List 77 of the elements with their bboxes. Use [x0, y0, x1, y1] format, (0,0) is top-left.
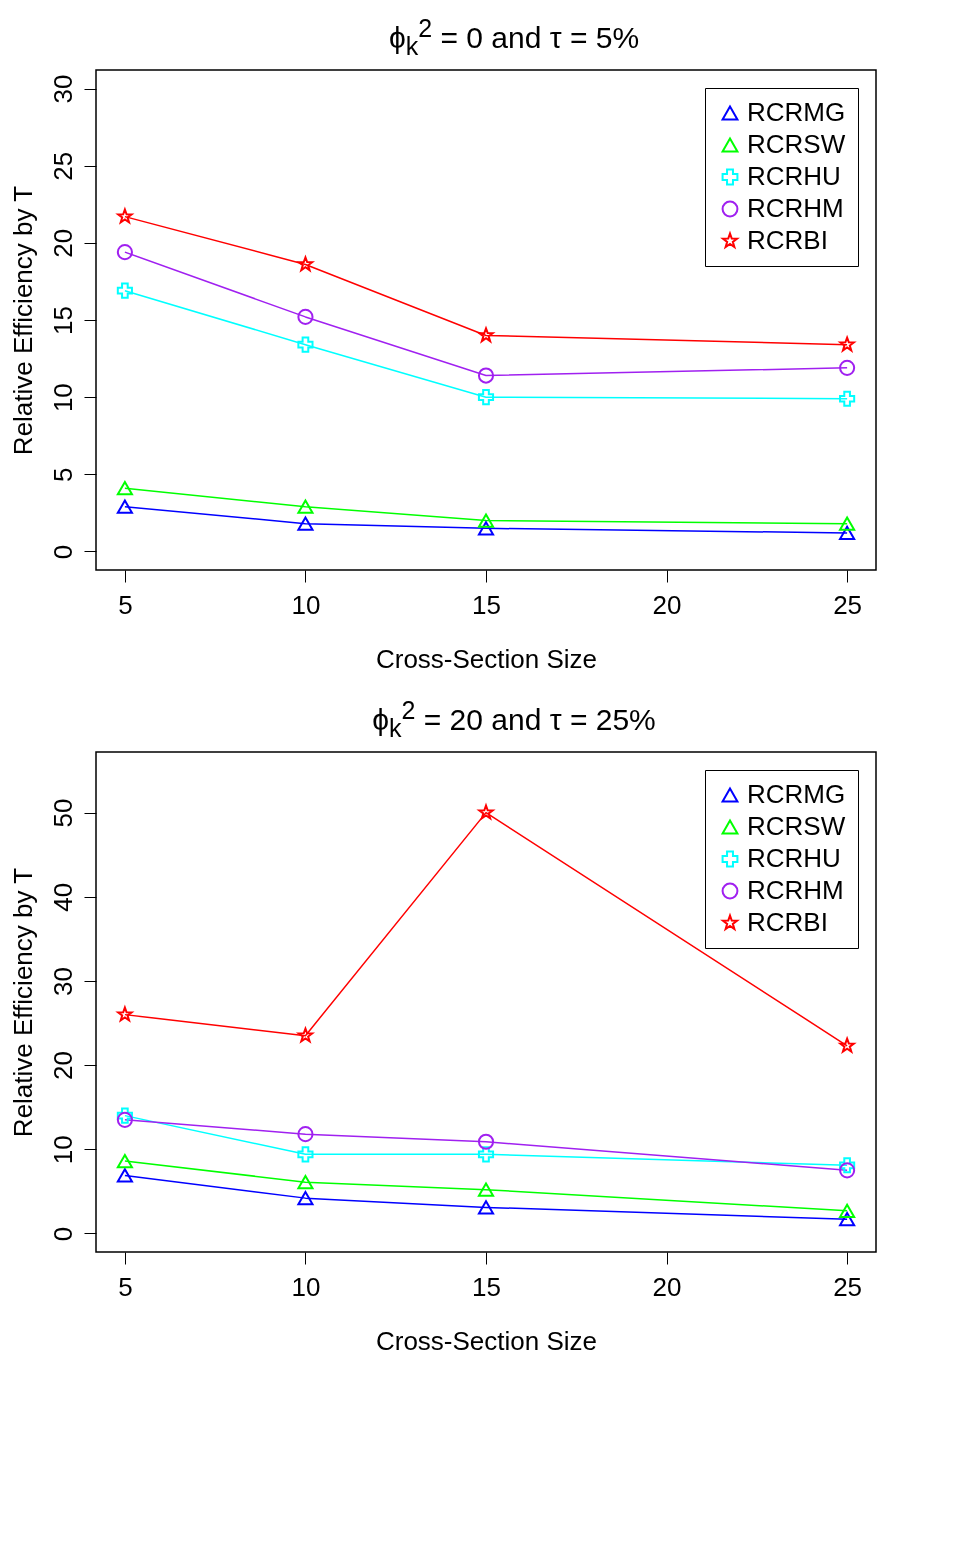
point: [839, 336, 855, 352]
x-tick-label: 10: [291, 1271, 321, 1302]
point: [297, 1126, 314, 1143]
point: [116, 1168, 133, 1183]
legend-label: RCRBI: [747, 907, 828, 937]
x-tick-label: 25: [833, 1271, 863, 1302]
point: [839, 1157, 856, 1174]
legend-label: RCRSW: [747, 811, 846, 841]
x-tick-label: 15: [472, 1271, 501, 1302]
y-tick-label: 25: [47, 151, 78, 181]
y-tick-label: 50: [47, 798, 78, 828]
y-tick-label: 0: [47, 1226, 78, 1242]
legend-label: RCRHU: [747, 843, 841, 873]
y-tick-label: 15: [47, 306, 78, 335]
point: [839, 359, 856, 376]
point: [116, 282, 133, 299]
y-tick-label: 20: [47, 1051, 78, 1081]
chart-title: ϕ$_{k}$$^{2}$ = 0 and τ = 5%: [387, 13, 641, 62]
legend-label: RCRMG: [747, 779, 846, 809]
point: [116, 1107, 133, 1124]
point: [115, 1004, 135, 1023]
point: [477, 513, 495, 528]
point: [477, 1200, 495, 1215]
point: [116, 1153, 133, 1169]
x-tick-label: 5: [118, 1271, 133, 1302]
point: [297, 1146, 314, 1163]
point: [477, 389, 495, 406]
point: [116, 481, 133, 496]
legend-label: RCRBI: [747, 225, 828, 255]
point: [839, 390, 856, 407]
y-tick-label: 5: [47, 467, 78, 483]
point: [477, 1146, 495, 1163]
point: [297, 1027, 314, 1043]
x-tick-label: 20: [652, 589, 682, 620]
point: [839, 525, 856, 541]
point: [297, 336, 314, 353]
x-axis-title: Cross-Section Size: [375, 643, 598, 674]
x-tick-label: 20: [652, 1271, 682, 1302]
chart-title: ϕ$_{k}$$^{2}$ = 20 and τ = 25%: [371, 695, 657, 744]
point: [116, 499, 133, 514]
point: [477, 1182, 495, 1197]
point: [297, 308, 314, 325]
point: [839, 1203, 856, 1218]
point: [839, 1212, 856, 1227]
point: [478, 327, 494, 343]
point: [297, 256, 314, 272]
point: [477, 367, 495, 384]
point: [297, 516, 314, 531]
y-tick-label: 40: [47, 882, 78, 912]
legend-label: RCRHM: [747, 875, 844, 905]
point: [839, 516, 856, 531]
point: [476, 802, 496, 821]
legend-label: RCRHM: [747, 193, 844, 223]
point: [116, 244, 133, 261]
x-axis-title: Cross-Section Size: [375, 1325, 598, 1356]
point: [839, 1162, 856, 1179]
point: [297, 1191, 314, 1206]
x-tick-label: 5: [118, 589, 133, 620]
legend-label: RCRHU: [747, 161, 841, 191]
y-tick-label: 10: [47, 383, 78, 413]
y-tick-label: 0: [47, 544, 78, 560]
legend-label: RCRMG: [747, 97, 846, 127]
y-tick-label: 30: [47, 967, 78, 996]
x-tick-label: 15: [472, 589, 501, 620]
point: [116, 1111, 133, 1128]
y-axis-title: Relative Efficiency by T: [7, 867, 38, 1138]
point: [297, 1175, 314, 1190]
point: [477, 1133, 495, 1150]
y-axis-title: Relative Efficiency by T: [7, 185, 38, 456]
point: [297, 499, 314, 514]
y-tick-label: 20: [47, 228, 78, 258]
x-tick-label: 25: [833, 589, 863, 620]
y-tick-label: 10: [47, 1135, 78, 1165]
x-tick-label: 10: [291, 589, 321, 620]
legend-label: RCRSW: [747, 129, 846, 159]
point: [477, 521, 495, 536]
y-tick-label: 30: [47, 74, 78, 104]
